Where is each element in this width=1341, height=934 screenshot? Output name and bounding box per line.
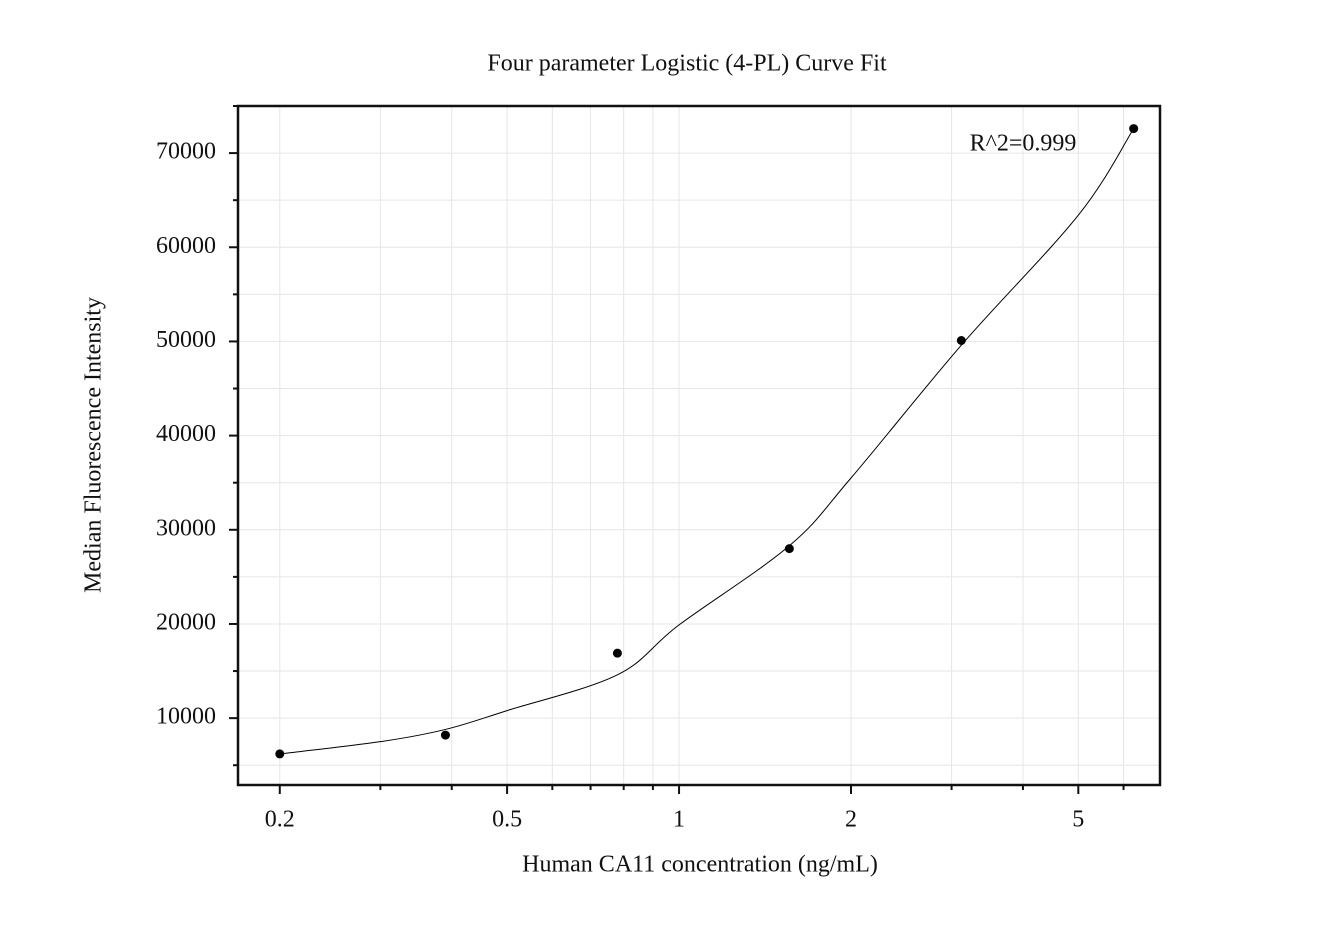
data-point (1129, 124, 1139, 134)
x-tick-label: 0.2 (265, 807, 295, 833)
y-tick-label: 50000 (156, 327, 216, 353)
x-axis-label: Human CA11 concentration (ng/mL) (522, 852, 878, 878)
plot (275, 124, 1139, 759)
data-point (784, 544, 794, 554)
y-tick-label: 20000 (156, 609, 216, 635)
x-tick-label: 5 (1072, 807, 1084, 833)
data-point (612, 648, 622, 658)
data-point (440, 730, 450, 740)
y-tick-label: 60000 (156, 233, 216, 259)
data-point (956, 335, 966, 345)
y-axis-label: Median Fluorescence Intensity (81, 297, 107, 593)
x-tick-label: 2 (845, 807, 857, 833)
x-tick-label: 1 (673, 807, 685, 833)
chart-title: Four parameter Logistic (4-PL) Curve Fit (487, 51, 887, 77)
x-tick-label: 0.5 (492, 807, 522, 833)
fit-curve (279, 128, 1135, 755)
y-tick-label: 10000 (156, 704, 216, 730)
plot-frame (236, 104, 1162, 787)
data-point (275, 749, 285, 759)
y-tick-label: 30000 (156, 515, 216, 541)
annotation: R^2=0.999 (970, 131, 1077, 157)
y-tick-label: 70000 (156, 139, 216, 165)
y-tick-label: 40000 (156, 421, 216, 447)
grid (238, 105, 1160, 785)
